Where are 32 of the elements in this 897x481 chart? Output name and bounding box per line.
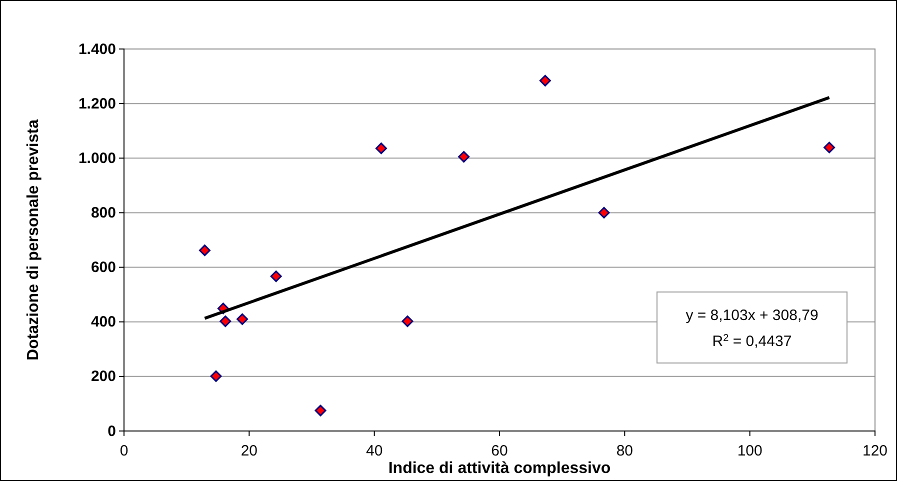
- point: [824, 142, 836, 154]
- point: [375, 142, 387, 154]
- x-tick-label: 120: [862, 442, 888, 460]
- point: [458, 151, 470, 163]
- y-tick-label: 1.200: [78, 95, 116, 112]
- y-tick-label: 800: [90, 204, 116, 222]
- x-tick-label: 60: [491, 442, 508, 460]
- annotation: R$^{2}$ = 0,4437: [712, 332, 792, 350]
- x-tick-label: 20: [240, 442, 258, 460]
- y-tick-label: 1.400: [78, 40, 116, 58]
- point: [402, 316, 414, 328]
- point: [539, 74, 551, 86]
- annotation: y = 8,103x + 308,79: [686, 307, 818, 324]
- x-tick-label: 100: [737, 442, 762, 460]
- y-tick-label: 400: [90, 314, 116, 331]
- equation-box: y = 8,103x + 308,79 R$^{2}$ = 0,4437: [656, 292, 848, 364]
- point: [210, 370, 222, 382]
- point: [198, 244, 210, 256]
- x-tick-label: 40: [366, 442, 383, 460]
- point: [314, 404, 326, 416]
- point: [220, 316, 232, 328]
- point: [598, 206, 610, 218]
- x-tick-label: 0: [120, 442, 128, 460]
- point: [270, 270, 282, 282]
- point: [236, 313, 248, 325]
- y-tick-label: 1.000: [78, 150, 116, 167]
- y-tick-label: 600: [90, 259, 116, 276]
- x-tick-label: 80: [616, 442, 634, 460]
- y-tick-label: 0: [108, 422, 116, 440]
- y-axis-title: Dotazione di personale prevista: [25, 119, 42, 360]
- y-tick-label: 200: [90, 368, 116, 386]
- x-axis-title: Indice di attività complessivo: [388, 460, 611, 477]
